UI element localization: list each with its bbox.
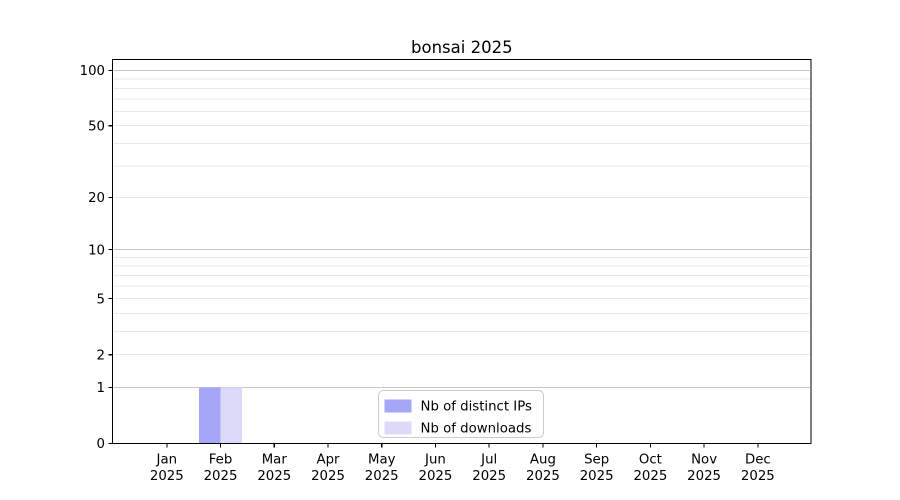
legend-label-downloads: Nb of downloads — [421, 422, 532, 437]
x-tick-label-month: Dec — [745, 453, 771, 468]
x-tick-label-month: Nov — [691, 453, 717, 468]
x-tick-label-month: May — [368, 453, 396, 468]
x-tick-label-month: Jul — [480, 453, 497, 468]
x-tick-label-month: Apr — [316, 453, 340, 468]
x-tick-label-year: 2025 — [365, 469, 399, 484]
y-tick-label: 10 — [88, 243, 105, 258]
x-tick-label-year: 2025 — [150, 469, 184, 484]
legend-label-distinct-ips: Nb of distinct IPs — [421, 400, 533, 415]
bar-nb-of-downloads — [220, 387, 243, 444]
plot-area: 0125102050100Jan2025Feb2025Mar2025Apr202… — [80, 58, 812, 484]
x-tick-label-month: Jun — [424, 453, 446, 468]
y-tick-label: 20 — [88, 191, 105, 206]
x-tick-label-year: 2025 — [633, 469, 667, 484]
axes-frame — [111, 58, 812, 445]
y-tick-label: 0 — [97, 437, 105, 452]
x-tick-label-year: 2025 — [687, 469, 721, 484]
y-tick-label: 1 — [97, 381, 105, 396]
x-tick-label-year: 2025 — [472, 469, 506, 484]
x-tick-label-year: 2025 — [526, 469, 560, 484]
bar-nb-of-distinct-ips — [199, 387, 221, 444]
x-tick-label-month: Aug — [530, 453, 556, 468]
x-tick-label-month: Feb — [209, 453, 233, 468]
x-tick-label-year: 2025 — [419, 469, 453, 484]
x-tick-label-year: 2025 — [741, 469, 775, 484]
legend-swatch-downloads — [384, 421, 412, 435]
y-tick-label: 100 — [80, 64, 105, 79]
x-tick-label-month: Mar — [262, 453, 288, 468]
x-tick-label-year: 2025 — [580, 469, 614, 484]
legend-swatch-distinct-ips — [384, 399, 412, 413]
y-tick-label: 50 — [88, 119, 105, 134]
legend: Nb of distinct IPs Nb of downloads — [378, 390, 544, 438]
chart-title: bonsai 2025 — [411, 38, 513, 57]
x-tick-label-year: 2025 — [311, 469, 345, 484]
x-tick-label-year: 2025 — [204, 469, 238, 484]
y-tick-label: 2 — [97, 348, 105, 363]
x-tick-label-year: 2025 — [257, 469, 291, 484]
x-tick-label-month: Sep — [584, 453, 609, 468]
legend-frame — [378, 390, 544, 438]
y-tick-label: 5 — [97, 292, 105, 307]
x-tick-label-month: Jan — [156, 453, 178, 468]
x-tick-label-month: Oct — [639, 453, 662, 468]
